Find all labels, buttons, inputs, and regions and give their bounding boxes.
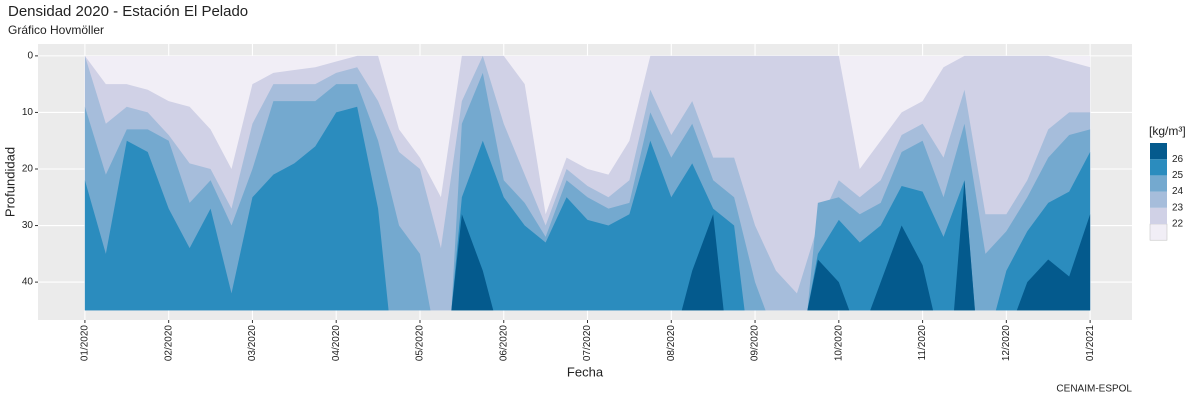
x-axis-label: Fecha [567,364,604,379]
x-tick-label: 01/2021 [1085,325,1096,362]
legend-title: [kg/m³] [1149,124,1186,138]
y-axis-label: Profundidad [2,147,17,217]
x-tick-label: 08/2020 [666,325,677,362]
y-tick-label: 10 [22,107,34,118]
chart-subtitle: Gráfico Hovmöller [8,23,104,37]
legend-swatch [1150,159,1167,176]
contour-band [451,180,1091,311]
x-tick-label: 06/2020 [498,325,509,362]
chart-title: Densidad 2020 - Estación El Pelado [8,3,248,20]
legend-swatch [1150,207,1167,224]
legend-label: 26 [1172,154,1184,165]
y-tick-label: 40 [22,277,34,288]
x-tick-label: 02/2020 [163,325,174,362]
legend-label: 24 [1172,186,1184,197]
y-tick-label: 20 [22,164,34,175]
x-tick-label: 04/2020 [331,325,342,362]
x-tick-label: 10/2020 [833,325,844,362]
legend-swatch [1150,191,1167,208]
x-tick-label: 01/2020 [80,325,91,362]
legend-swatch [1149,223,1168,241]
y-tick-label: 0 [27,51,33,62]
x-tick-label: 03/2020 [247,325,258,362]
caption: CENAIM-ESPOL [1056,384,1132,395]
legend-swatch [1150,143,1167,160]
y-tick-label: 30 [22,220,34,231]
x-tick-label: 05/2020 [415,325,426,362]
legend-label: 25 [1172,170,1184,181]
legend-swatch [1150,175,1167,192]
x-tick-label: 11/2020 [917,325,928,361]
contour-band [84,106,1091,311]
x-tick-label: 12/2020 [1001,325,1012,362]
legend-label: 23 [1172,202,1184,213]
x-tick-label: 09/2020 [750,325,761,362]
legend-label: 22 [1172,219,1184,230]
x-tick-label: 07/2020 [582,325,593,362]
